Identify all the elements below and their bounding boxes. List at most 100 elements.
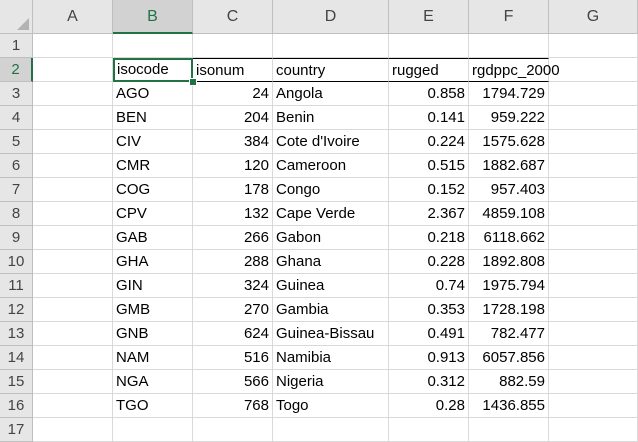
cell-g12[interactable] [549,298,638,322]
cell-f1[interactable] [469,34,549,58]
cell-c14[interactable]: 516 [193,346,273,370]
cell-b11[interactable]: GIN [113,274,193,298]
cell-d3[interactable]: Angola [273,82,389,106]
cell-b8[interactable]: CPV [113,202,193,226]
cell-d5[interactable]: Cote d'Ivoire [273,130,389,154]
row-header-13[interactable]: 13 [0,322,33,346]
cell-e11[interactable]: 0.74 [389,274,469,298]
row-header-4[interactable]: 4 [0,106,33,130]
column-header-a[interactable]: A [33,0,113,34]
cell-b7[interactable]: COG [113,178,193,202]
cell-b16[interactable]: TGO [113,394,193,418]
cell-e16[interactable]: 0.28 [389,394,469,418]
cell-g5[interactable] [549,130,638,154]
cell-e14[interactable]: 0.913 [389,346,469,370]
cell-g7[interactable] [549,178,638,202]
row-header-12[interactable]: 12 [0,298,33,322]
cell-e1[interactable] [389,34,469,58]
cell-b10[interactable]: GHA [113,250,193,274]
cell-g14[interactable] [549,346,638,370]
cell-g4[interactable] [549,106,638,130]
cell-e5[interactable]: 0.224 [389,130,469,154]
cell-a11[interactable] [33,274,113,298]
cell-a8[interactable] [33,202,113,226]
cell-e9[interactable]: 0.218 [389,226,469,250]
cell-a4[interactable] [33,106,113,130]
row-header-11[interactable]: 11 [0,274,33,298]
column-header-b[interactable]: B [113,0,193,34]
cell-e6[interactable]: 0.515 [389,154,469,178]
cell-c16[interactable]: 768 [193,394,273,418]
cell-f9[interactable]: 6118.662 [469,226,549,250]
cell-e12[interactable]: 0.353 [389,298,469,322]
cell-b2[interactable]: isocode [113,58,193,82]
fill-handle[interactable] [189,78,197,86]
cell-a7[interactable] [33,178,113,202]
cell-a2[interactable] [33,58,113,82]
cell-b4[interactable]: BEN [113,106,193,130]
cell-b17[interactable] [113,418,193,442]
cell-c3[interactable]: 24 [193,82,273,106]
row-header-16[interactable]: 16 [0,394,33,418]
row-header-10[interactable]: 10 [0,250,33,274]
cell-c17[interactable] [193,418,273,442]
row-header-17[interactable]: 17 [0,418,33,442]
cell-g10[interactable] [549,250,638,274]
cell-d15[interactable]: Nigeria [273,370,389,394]
column-header-e[interactable]: E [389,0,469,34]
cell-a16[interactable] [33,394,113,418]
cell-d10[interactable]: Ghana [273,250,389,274]
cell-g6[interactable] [549,154,638,178]
cell-d1[interactable] [273,34,389,58]
cell-c5[interactable]: 384 [193,130,273,154]
cell-d13[interactable]: Guinea-Bissau [273,322,389,346]
cell-a6[interactable] [33,154,113,178]
cell-g15[interactable] [549,370,638,394]
cell-g8[interactable] [549,202,638,226]
cell-c10[interactable]: 288 [193,250,273,274]
column-header-f[interactable]: F [469,0,549,34]
cell-f8[interactable]: 4859.108 [469,202,549,226]
cell-e13[interactable]: 0.491 [389,322,469,346]
cell-b12[interactable]: GMB [113,298,193,322]
cell-a5[interactable] [33,130,113,154]
cell-a3[interactable] [33,82,113,106]
select-all-button[interactable] [0,0,33,34]
cell-c13[interactable]: 624 [193,322,273,346]
cell-f3[interactable]: 1794.729 [469,82,549,106]
cell-e7[interactable]: 0.152 [389,178,469,202]
cell-c11[interactable]: 324 [193,274,273,298]
cell-a15[interactable] [33,370,113,394]
cell-b9[interactable]: GAB [113,226,193,250]
cell-f17[interactable] [469,418,549,442]
row-header-7[interactable]: 7 [0,178,33,202]
cell-c8[interactable]: 132 [193,202,273,226]
cell-g2[interactable] [549,58,638,82]
cell-f11[interactable]: 1975.794 [469,274,549,298]
cell-a12[interactable] [33,298,113,322]
column-header-c[interactable]: C [193,0,273,34]
cell-e10[interactable]: 0.228 [389,250,469,274]
cell-d6[interactable]: Cameroon [273,154,389,178]
cell-a9[interactable] [33,226,113,250]
cell-b14[interactable]: NAM [113,346,193,370]
cell-g3[interactable] [549,82,638,106]
cell-g1[interactable] [549,34,638,58]
cell-g16[interactable] [549,394,638,418]
cell-g17[interactable] [549,418,638,442]
cell-b6[interactable]: CMR [113,154,193,178]
row-header-3[interactable]: 3 [0,82,33,106]
cell-c9[interactable]: 266 [193,226,273,250]
cell-c12[interactable]: 270 [193,298,273,322]
cell-e2[interactable]: rugged [389,58,469,82]
cell-e8[interactable]: 2.367 [389,202,469,226]
cell-f15[interactable]: 882.59 [469,370,549,394]
cell-c15[interactable]: 566 [193,370,273,394]
row-header-6[interactable]: 6 [0,154,33,178]
row-header-8[interactable]: 8 [0,202,33,226]
cell-a17[interactable] [33,418,113,442]
cell-e4[interactable]: 0.141 [389,106,469,130]
cell-a14[interactable] [33,346,113,370]
cell-a13[interactable] [33,322,113,346]
cell-d8[interactable]: Cape Verde [273,202,389,226]
